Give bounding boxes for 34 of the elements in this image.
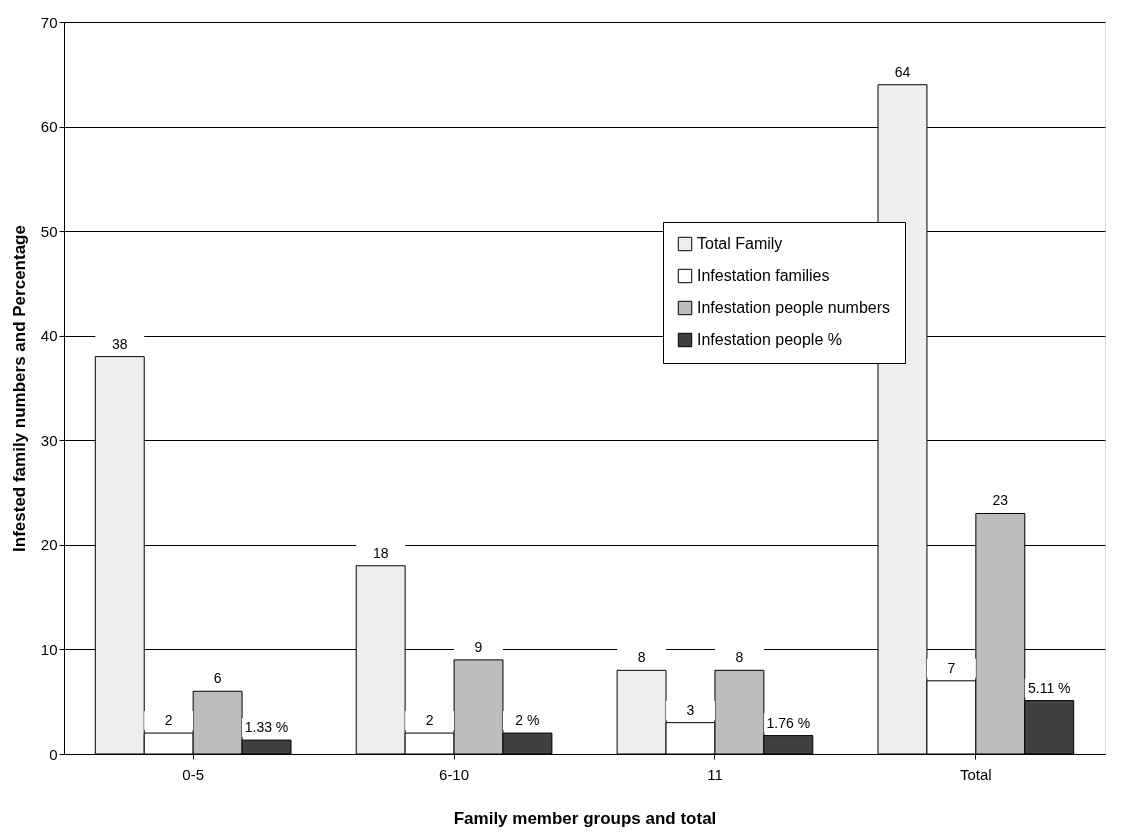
data-label: 38 [111, 335, 128, 352]
y-tick-label: 30 [40, 431, 58, 449]
y-axis-title: Infested family numbers and Percentage [9, 225, 29, 552]
data-label: 2 [164, 712, 173, 729]
y-tick-label: 60 [40, 118, 58, 136]
legend-label: Total Family [697, 235, 783, 252]
data-label: 6 [213, 670, 222, 687]
data-label: 2 [425, 712, 434, 729]
legend-label: Infestation people numbers [697, 299, 891, 316]
y-tick-label: 70 [40, 13, 58, 31]
data-label: 8 [735, 649, 744, 666]
data-label: 2 % [515, 712, 540, 729]
data-label: 8 [637, 649, 646, 666]
data-label: 3 [686, 701, 695, 718]
x-tick-label: 0-5 [182, 765, 204, 783]
data-label: 7 [947, 659, 956, 676]
legend-label: Infestation families [697, 267, 830, 284]
data-label: 64 [894, 63, 911, 80]
legend-label: Infestation people % [697, 331, 842, 348]
x-tick-label: 11 [707, 765, 723, 783]
x-tick-label: 6-10 [439, 765, 470, 783]
x-axis-title: Family member groups and total [453, 808, 717, 828]
y-tick-label: 50 [40, 222, 58, 240]
x-tick-label: Total [960, 765, 992, 783]
y-tick-label: 40 [40, 327, 58, 345]
data-label: 9 [474, 638, 483, 655]
data-label: 1.76 % [766, 714, 811, 731]
y-tick-label: 0 [49, 745, 58, 763]
data-label: 5.11 % [1027, 679, 1071, 696]
y-tick-label: 20 [40, 536, 58, 554]
data-label: 23 [992, 492, 1009, 509]
data-label: 18 [372, 544, 389, 561]
y-tick-label: 10 [40, 640, 58, 658]
data-label: 1.33 % [244, 719, 289, 736]
